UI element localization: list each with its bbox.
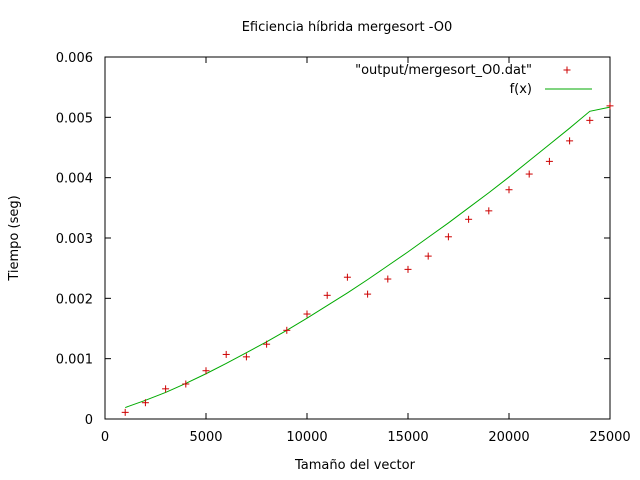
data-point	[384, 275, 392, 283]
x-tick-label: 10000	[286, 430, 327, 445]
data-point	[404, 265, 412, 273]
legend-marker-data	[563, 66, 571, 74]
data-point	[465, 215, 473, 223]
data-point	[606, 102, 614, 110]
axis-tick-labels: 0 5000 10000 15000 20000 25000 0 0.001 0.002 0.00…	[56, 51, 631, 445]
data-point	[202, 367, 210, 375]
data-point	[303, 310, 311, 318]
data-point	[323, 291, 331, 299]
y-tick-label: 0	[85, 413, 93, 428]
fit-line	[125, 106, 611, 409]
data-point	[364, 290, 372, 298]
data-point	[263, 340, 271, 348]
chart-title: Eficiencia híbrida mergesort -O0	[242, 20, 453, 35]
data-point	[141, 399, 149, 407]
data-point	[545, 157, 553, 165]
x-tick-label: 0	[101, 430, 109, 445]
data-point	[525, 170, 533, 178]
data-point	[505, 186, 513, 194]
data-point	[566, 137, 574, 145]
y-axis-label: Tiempo (seg)	[7, 195, 22, 281]
data-point	[424, 252, 432, 260]
legend-label-data: "output/mergesort_O0.dat"	[355, 63, 532, 78]
data-point	[343, 273, 351, 281]
y-tick-label: 0.004	[56, 172, 93, 187]
y-tick-label: 0.001	[56, 353, 93, 368]
data-point	[162, 385, 170, 393]
y-tick-label: 0.003	[56, 232, 93, 247]
y-tick-label: 0.005	[56, 111, 93, 126]
x-tick-label: 15000	[387, 430, 428, 445]
data-point	[121, 408, 129, 416]
data-point	[222, 350, 230, 358]
x-axis-label: Tamaño del vector	[294, 458, 416, 473]
data-point	[283, 326, 291, 334]
data-point	[182, 380, 190, 388]
x-tick-label: 20000	[488, 430, 529, 445]
plot-frame	[104, 56, 611, 420]
legend-label-fit: f(x)	[510, 82, 532, 97]
series-layer	[121, 102, 614, 416]
legend: "output/mergesort_O0.dat" f(x)	[355, 63, 592, 97]
y-tick-label: 0.002	[56, 292, 93, 307]
data-point	[444, 233, 452, 241]
x-tick-label: 25000	[589, 430, 630, 445]
x-tick-label: 5000	[189, 430, 222, 445]
data-point	[485, 207, 493, 215]
axis-ticks	[104, 56, 611, 420]
data-point	[242, 353, 250, 361]
y-tick-label: 0.006	[56, 51, 93, 66]
data-point	[586, 116, 594, 124]
legend-plus-icon	[563, 66, 571, 74]
